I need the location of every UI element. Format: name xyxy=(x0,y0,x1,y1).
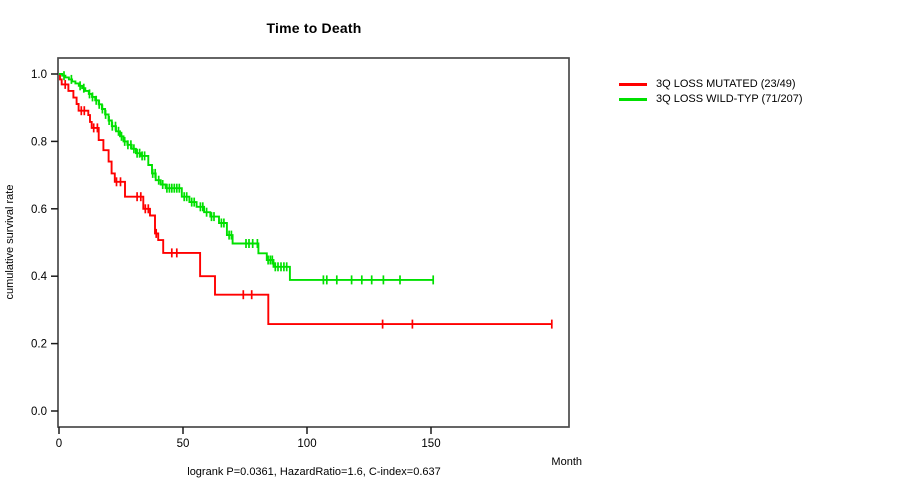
legend-label-mutated: 3Q LOSS MUTATED (23/49) xyxy=(656,78,796,90)
y-axis-label: cumulative survival rate xyxy=(4,184,16,300)
y-tick-label: 0.6 xyxy=(31,204,47,216)
y-tick-label: 0.4 xyxy=(31,271,48,283)
legend: 3Q LOSS MUTATED (23/49) 3Q LOSS WILD-TYP… xyxy=(619,77,803,107)
legend-item-wild-typ: 3Q LOSS WILD-TYP (71/207) xyxy=(619,92,803,107)
y-tick-label: 0.2 xyxy=(31,339,47,351)
x-tick-label: 0 xyxy=(56,438,62,450)
y-tick-label: 1.0 xyxy=(31,69,47,81)
legend-label-wild-typ: 3Q LOSS WILD-TYP (71/207) xyxy=(656,93,803,105)
x-axis-label: Month xyxy=(551,456,582,468)
plot-border xyxy=(57,57,570,428)
survival-curve-wild-typ xyxy=(59,73,434,281)
y-tick-label: 0.0 xyxy=(31,406,47,418)
stats-annotation: logrank P=0.0361, HazardRatio=1.6, C-ind… xyxy=(187,466,441,478)
legend-line-wild-typ-icon xyxy=(619,98,647,101)
plot-title: Time to Death xyxy=(266,20,362,36)
x-tick-label: 100 xyxy=(297,438,316,450)
y-tick-label: 0.8 xyxy=(31,136,47,148)
x-tick-label: 50 xyxy=(177,438,190,450)
survival-curve-mutated xyxy=(59,73,553,326)
x-tick-label: 150 xyxy=(421,438,440,450)
legend-line-mutated-icon xyxy=(619,83,647,86)
legend-item-mutated: 3Q LOSS MUTATED (23/49) xyxy=(619,77,803,92)
